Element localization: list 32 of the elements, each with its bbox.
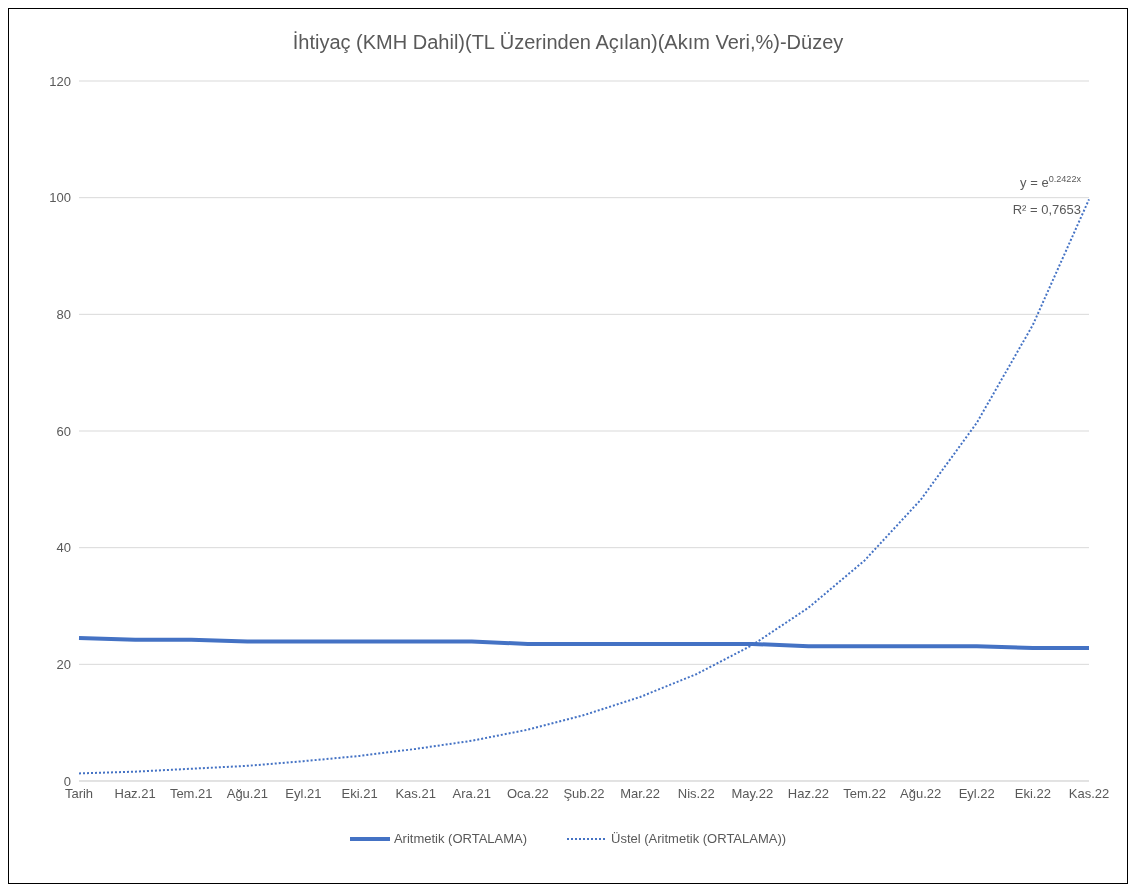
- x-tick-label: Nis.22: [677, 786, 715, 802]
- y-tick-label: 0: [63, 773, 71, 789]
- y-tick-label: 120: [49, 73, 71, 89]
- x-tick-label: Tem.21: [169, 786, 213, 802]
- x-tick-label: Haz.21: [114, 786, 156, 802]
- y-tick-label: 100: [49, 190, 71, 206]
- annotation: y = e$^{0.2422x}$: [1020, 174, 1082, 191]
- line-series: [78, 198, 1090, 775]
- x-tick-label: Ara.21: [452, 786, 491, 802]
- x-tick-label: Eyl.22: [958, 786, 995, 802]
- chart-title: İhtiyaç (KMH Dahil)(TL Üzerinden Açılan)(Akım Veri,%)-Düzey: [291, 30, 845, 55]
- y-tick-label: 20: [56, 656, 71, 672]
- x-tick-label: Ağu.21: [226, 786, 268, 802]
- x-tick-label: Eyl.21: [285, 786, 322, 802]
- x-tick-label: Kas.22: [1068, 786, 1110, 802]
- x-tick-label: Şub.22: [563, 786, 605, 802]
- x-tick-label: Tarih: [64, 786, 94, 802]
- y-tick-label: 60: [56, 423, 71, 439]
- legend-label: Aritmetik (ORTALAMA): [393, 831, 528, 846]
- y-tick-label: 40: [56, 540, 71, 556]
- x-tick-label: Eki.22: [1014, 786, 1051, 802]
- x-tick-label: Kas.21: [395, 786, 436, 802]
- y-tick-label: 80: [56, 306, 71, 322]
- x-tick-label: May.22: [731, 786, 774, 802]
- x-tick-label: Eki.21: [341, 786, 378, 802]
- x-tick-label: Ağu.22: [900, 786, 942, 802]
- x-tick-label: Tem.22: [843, 786, 886, 802]
- annotation: R² = 0,7653: [1012, 202, 1081, 218]
- x-tick-label: Haz.22: [787, 786, 830, 802]
- x-tick-label: Oca.22: [506, 786, 549, 802]
- x-tick-label: Mar.22: [620, 786, 660, 802]
- legend-label: Üstel (Aritmetik (ORTALAMA)): [611, 831, 787, 846]
